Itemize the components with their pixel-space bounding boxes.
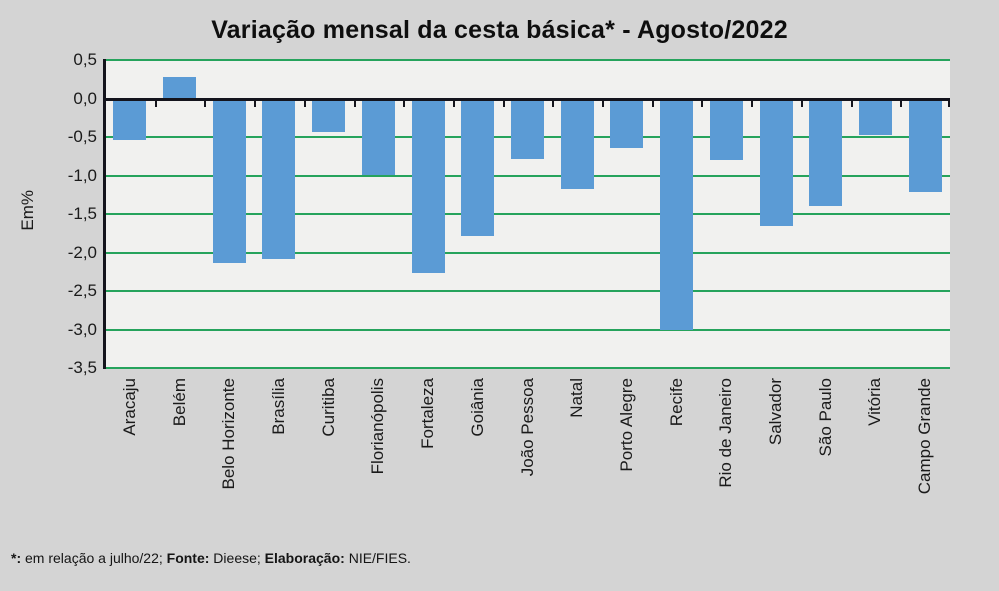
footnote: *: em relação a julho/22; Fonte: Dieese;…: [11, 550, 411, 566]
x-label-campo-grande: Campo Grande: [915, 378, 935, 495]
x-label-são-paulo: São Paulo: [815, 378, 835, 457]
x-axis-tick: [403, 99, 406, 107]
bar-campo-grande: [908, 98, 942, 193]
gridline: [105, 174, 950, 177]
footnote-text3: NIE/FIES.: [344, 550, 411, 566]
x-axis-tick: [204, 99, 207, 107]
bar-brasília: [262, 98, 296, 260]
gridline: [105, 251, 950, 254]
gridline: [105, 367, 950, 369]
bar-aracaju: [113, 98, 147, 141]
y-tick-label: -1,5: [67, 204, 97, 223]
y-axis-line: [103, 59, 106, 369]
bar-belo-horizonte: [212, 98, 246, 263]
y-axis-title: Em%: [18, 190, 37, 231]
x-label-salvador: Salvador: [766, 378, 786, 446]
x-label-joão-pessoa: João Pessoa: [517, 378, 537, 477]
x-axis-tick: [552, 99, 555, 107]
y-tick-label: -3,0: [67, 319, 97, 339]
x-label-recife: Recife: [666, 378, 686, 427]
plot-area: [105, 59, 950, 369]
y-tick-label: -1,0: [67, 165, 97, 185]
x-axis-tick: [254, 99, 257, 107]
gridline: [105, 213, 950, 215]
x-axis-tick: [502, 99, 505, 107]
bar-porto-alegre: [610, 98, 644, 148]
x-label-aracaju: Aracaju: [119, 378, 139, 436]
x-label-belo-horizonte: Belo Horizonte: [219, 378, 239, 490]
bar-curitiba: [312, 98, 346, 133]
x-label-fortaleza: Fortaleza: [418, 378, 438, 449]
x-axis-tick: [154, 99, 157, 107]
bar-vitória: [858, 98, 892, 136]
chart-title: Variação mensal da cesta básica* - Agost…: [211, 16, 788, 44]
footnote-text1: em relação a julho/22;: [21, 550, 167, 566]
bar-são-paulo: [809, 98, 843, 207]
x-label-curitiba: Curitiba: [318, 378, 338, 437]
footnote-asterisk: *:: [11, 550, 22, 566]
x-axis-tick: [303, 99, 306, 107]
bar-goiânia: [461, 98, 495, 237]
x-axis-tick: [701, 99, 704, 107]
x-axis-tick: [800, 99, 803, 107]
zero-line: [105, 97, 950, 101]
x-axis-tick: [850, 99, 853, 107]
y-tick-label: 0,0: [73, 88, 97, 108]
y-tick-label: -0,5: [67, 127, 97, 146]
gridline: [105, 290, 950, 292]
x-label-natal: Natal: [567, 378, 587, 418]
gridline: [105, 328, 950, 331]
y-tick-label: -3,5: [67, 358, 97, 377]
footnote-text2: Dieese;: [209, 550, 265, 566]
x-axis-tick: [602, 99, 605, 107]
bar-recife: [660, 98, 694, 330]
y-tick-label: -2,0: [67, 242, 97, 262]
y-tick-label: 0,5: [73, 50, 97, 69]
bar-joão-pessoa: [511, 98, 544, 159]
bar-belém: [163, 76, 197, 99]
x-label-porto-alegre: Porto Alegre: [616, 378, 636, 472]
x-axis-tick: [751, 99, 754, 107]
x-axis-tick: [452, 99, 455, 107]
y-tick-label: -2,5: [67, 281, 97, 300]
x-axis-tick: [353, 99, 356, 107]
gridline: [105, 59, 950, 61]
x-label-vitória: Vitória: [865, 378, 885, 426]
x-label-goiânia: Goiânia: [467, 378, 487, 437]
bar-florianópolis: [361, 98, 395, 175]
x-label-brasília: Brasília: [268, 378, 288, 435]
x-axis-tick: [948, 99, 950, 107]
footnote-fonte-label: Fonte:: [166, 550, 210, 566]
bar-salvador: [759, 98, 793, 226]
bar-rio-de-janeiro: [709, 98, 743, 161]
x-label-rio-de-janeiro: Rio de Janeiro: [716, 378, 736, 488]
bar-fortaleza: [411, 98, 445, 273]
footnote-elaboracao-label: Elaboração:: [264, 550, 345, 566]
x-axis-tick: [651, 99, 654, 107]
x-label-florianópolis: Florianópolis: [368, 378, 388, 475]
x-axis-tick: [900, 99, 903, 107]
bar-natal: [560, 98, 594, 189]
x-label-belém: Belém: [169, 378, 189, 427]
